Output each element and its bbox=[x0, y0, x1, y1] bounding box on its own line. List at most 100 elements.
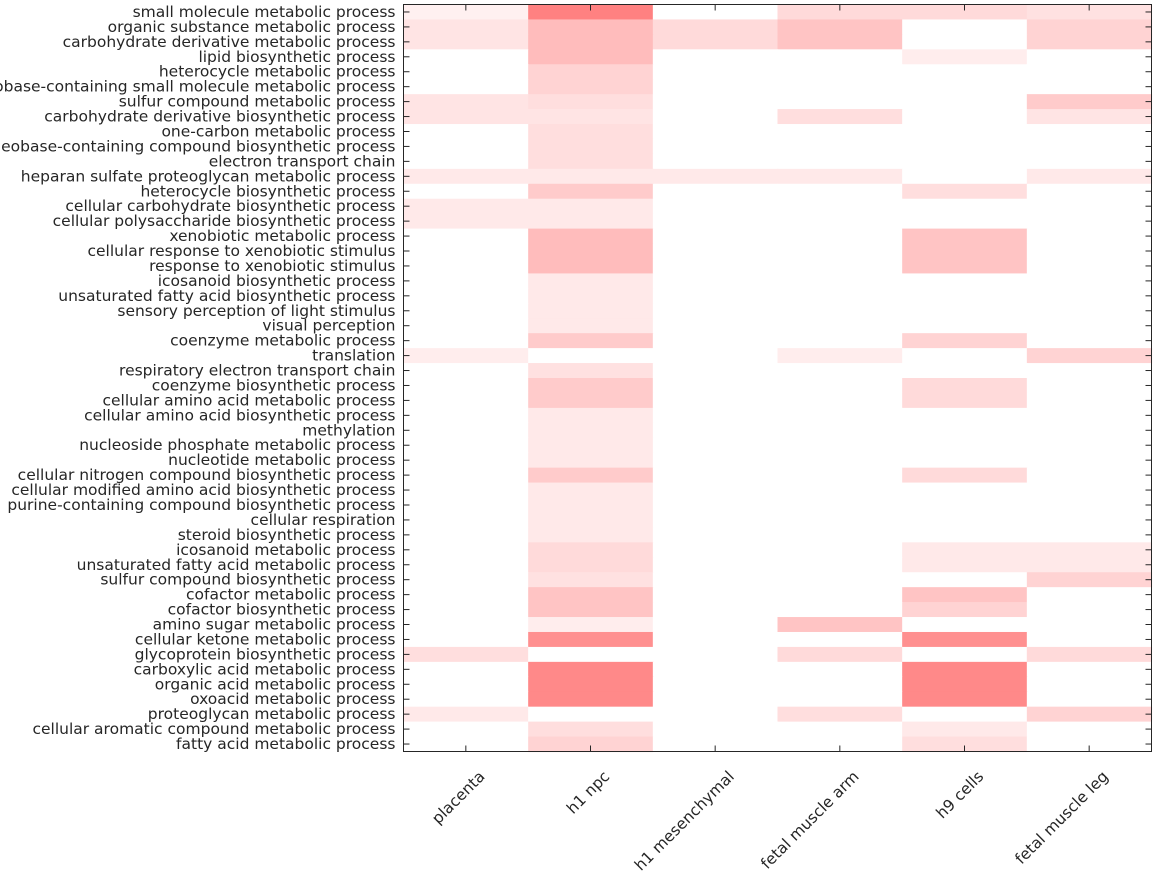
heatmap-cell bbox=[1026, 437, 1153, 454]
heatmap-cell bbox=[403, 557, 529, 573]
heatmap-cell bbox=[902, 587, 1028, 603]
heatmap-cell bbox=[777, 467, 903, 484]
heatmap-cell bbox=[528, 572, 654, 588]
heatmap-cell bbox=[528, 557, 654, 573]
heatmap-cell bbox=[902, 288, 1028, 304]
row-label: sulfur compound metabolic process bbox=[119, 93, 396, 111]
heatmap-cell bbox=[902, 4, 1028, 21]
heatmap-cell bbox=[403, 467, 529, 484]
heatmap-cell bbox=[1026, 258, 1153, 275]
heatmap-cell bbox=[528, 243, 654, 260]
heatmap-cell bbox=[652, 452, 779, 469]
heatmap-cell bbox=[902, 407, 1028, 424]
heatmap-cell bbox=[652, 617, 779, 633]
heatmap-cell bbox=[902, 124, 1028, 140]
heatmap-cell bbox=[1026, 303, 1153, 319]
heatmap-cell bbox=[902, 168, 1028, 185]
heatmap-cell bbox=[528, 318, 654, 334]
heatmap-cell bbox=[902, 348, 1028, 364]
row-label: heparan sulfate proteoglycan metabolic p… bbox=[21, 167, 396, 185]
heatmap-cell bbox=[528, 228, 654, 245]
heatmap-cell bbox=[902, 497, 1028, 514]
heatmap-cell bbox=[652, 512, 779, 528]
heatmap-cell bbox=[1026, 706, 1153, 723]
row-label: one-carbon metabolic process bbox=[161, 122, 395, 140]
row-label: respiratory electron transport chain bbox=[119, 362, 395, 380]
heatmap-cell bbox=[403, 94, 529, 110]
heatmap-cell bbox=[528, 273, 654, 289]
heatmap-cell bbox=[902, 721, 1028, 738]
row-label: cellular aromatic compound metabolic pro… bbox=[32, 720, 395, 738]
heatmap-cell bbox=[403, 617, 529, 633]
heatmap-cell bbox=[777, 168, 903, 185]
row-label: cellular polysaccharide biosynthetic pro… bbox=[53, 212, 396, 230]
heatmap-cell bbox=[403, 228, 529, 245]
row-label: nucleoside phosphate metabolic process bbox=[79, 436, 395, 454]
heatmap-cell bbox=[652, 198, 779, 215]
heatmap-cell bbox=[403, 243, 529, 260]
heatmap-cell bbox=[528, 587, 654, 603]
heatmap-cell bbox=[403, 587, 529, 603]
heatmap-cell bbox=[528, 153, 654, 170]
heatmap-cell bbox=[777, 303, 903, 319]
heatmap-cell bbox=[902, 94, 1028, 110]
column-label: h1 mesenchymal bbox=[631, 768, 738, 875]
row-label: unsaturated fatty acid biosynthetic proc… bbox=[58, 287, 395, 305]
heatmap-cell bbox=[652, 94, 779, 110]
heatmap-cell bbox=[652, 243, 779, 260]
heatmap-cell bbox=[777, 64, 903, 80]
row-label: cellular respiration bbox=[251, 511, 396, 529]
row-label: carboxylic acid metabolic process bbox=[134, 660, 396, 678]
heatmap-cell bbox=[528, 303, 654, 319]
heatmap-cell bbox=[528, 94, 654, 110]
heatmap-cell bbox=[403, 168, 529, 185]
heatmap-cell bbox=[777, 437, 903, 454]
row-label: xenobiotic metabolic process bbox=[169, 227, 395, 245]
heatmap-cell bbox=[528, 467, 654, 484]
heatmap-cell bbox=[652, 34, 779, 50]
heatmap-cell bbox=[902, 258, 1028, 275]
heatmap-cell bbox=[652, 273, 779, 289]
heatmap-cell bbox=[528, 198, 654, 215]
heatmap-cell bbox=[403, 198, 529, 215]
heatmap-cell bbox=[777, 288, 903, 304]
heatmap-cell bbox=[652, 109, 779, 125]
heatmap-cell bbox=[1026, 318, 1153, 334]
heatmap-cell bbox=[1026, 467, 1153, 484]
heatmap-cell bbox=[777, 392, 903, 409]
row-label: cofactor biosynthetic process bbox=[168, 601, 396, 619]
heatmap-cell bbox=[902, 617, 1028, 633]
heatmap-cell bbox=[528, 4, 654, 21]
heatmap-cell bbox=[1026, 736, 1153, 753]
heatmap-cell bbox=[902, 153, 1028, 170]
heatmap-cell bbox=[403, 452, 529, 469]
heatmap-cell bbox=[652, 691, 779, 708]
row-label: sulfur compound biosynthetic process bbox=[100, 571, 395, 589]
row-label: glycoprotein biosynthetic process bbox=[135, 645, 396, 663]
heatmap-cell bbox=[1026, 617, 1153, 633]
heatmap-cell bbox=[777, 542, 903, 558]
heatmap-cell bbox=[902, 437, 1028, 454]
heatmap-cell bbox=[1026, 79, 1153, 95]
heatmap-cell bbox=[528, 183, 654, 200]
row-label: coenzyme biosynthetic process bbox=[152, 376, 396, 394]
heatmap-cell bbox=[777, 198, 903, 215]
heatmap-cell bbox=[652, 49, 779, 65]
heatmap-cell bbox=[652, 19, 779, 35]
heatmap-cell bbox=[777, 557, 903, 573]
heatmap-cell bbox=[652, 318, 779, 334]
row-label: visual perception bbox=[262, 317, 395, 335]
column-label: fetal muscle leg bbox=[1012, 768, 1112, 868]
heatmap-cell bbox=[528, 706, 654, 723]
heatmap-cell bbox=[777, 348, 903, 364]
heatmap-cell bbox=[652, 467, 779, 484]
heatmap-cell bbox=[777, 378, 903, 394]
heatmap-cell bbox=[1026, 691, 1153, 708]
heatmap-cell bbox=[403, 631, 529, 648]
heatmap-cell bbox=[528, 392, 654, 409]
heatmap-cell bbox=[902, 183, 1028, 200]
row-label: purine-containing compound biosynthetic … bbox=[7, 496, 395, 514]
row-label: cofactor metabolic process bbox=[186, 586, 396, 604]
column-label: h9 cells bbox=[933, 768, 988, 823]
heatmap-cell bbox=[902, 303, 1028, 319]
